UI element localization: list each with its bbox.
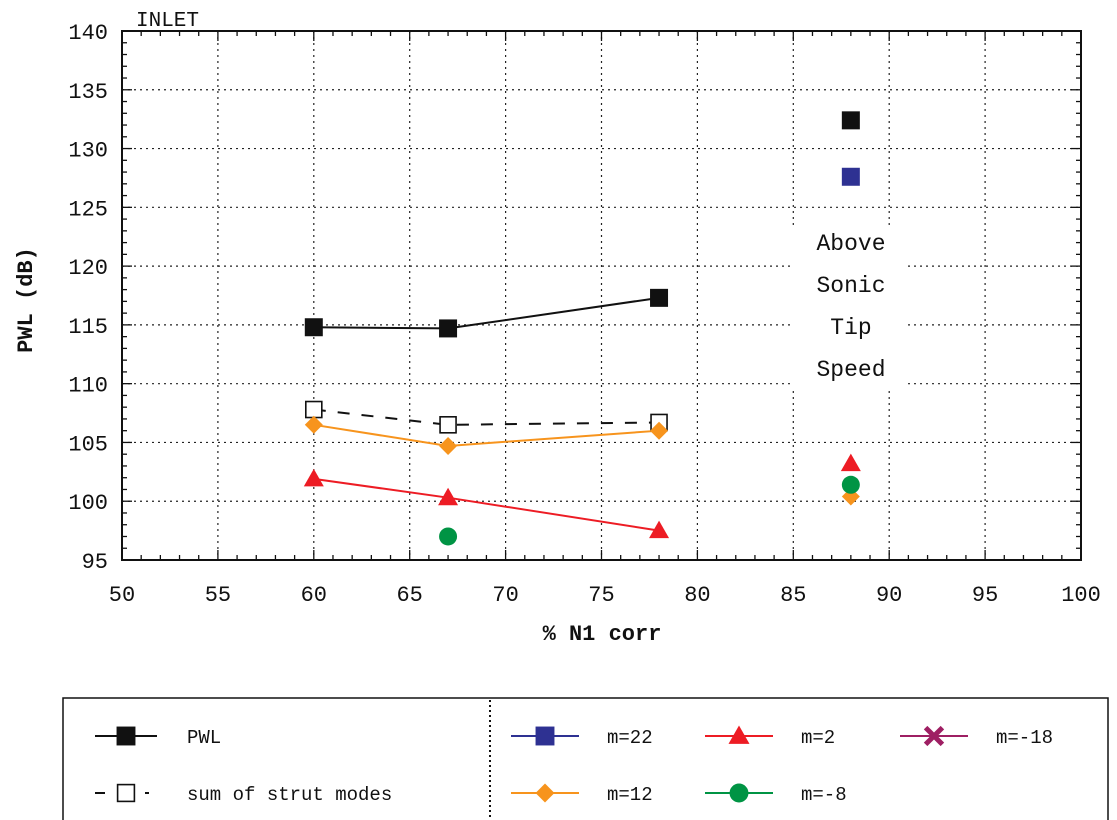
annotation-background [790, 225, 908, 390]
annotation-line: Tip [830, 315, 871, 341]
data-point-m-12 [650, 421, 669, 440]
legend-label: m=22 [607, 727, 653, 749]
plot-frame [121, 30, 1082, 561]
y-tick-label: 95 [82, 550, 108, 575]
data-point-m-2 [649, 520, 670, 539]
x-tick-label: 70 [492, 583, 518, 608]
x-tick-label: 95 [972, 583, 998, 608]
data-point-m-2 [840, 453, 861, 472]
annotation-line: Sonic [816, 273, 885, 299]
legend-item-pwl: PWL [95, 726, 221, 749]
y-tick-label: 110 [68, 374, 108, 399]
data-point-sum-of-strut-modes [439, 416, 457, 434]
legend: PWL sum of strut modes m=22 m=2 m=-18 m=12 m=-… [62, 697, 1109, 820]
sonic-tip-annotation: Above Sonic Tip Speed [790, 225, 908, 390]
data-point-pwl [304, 318, 323, 337]
data-point-pwl [650, 288, 669, 307]
legend-label: m=12 [607, 784, 653, 806]
series-line-m-12 [313, 423, 660, 447]
legend-marker [923, 725, 945, 747]
data-point-m-12 [439, 436, 458, 455]
markers [303, 111, 861, 546]
legend-marker [535, 783, 555, 803]
x-tick-label: 60 [301, 583, 327, 608]
data-point-m-12 [304, 415, 323, 434]
legend-item-m-2: m=2 [705, 725, 835, 749]
y-axis-title: PWL (dB) [14, 247, 39, 353]
annotation-line: Speed [816, 357, 885, 383]
annotation-line: Above [816, 231, 885, 257]
y-tick-label: 100 [68, 491, 108, 516]
y-tick-label: 105 [68, 432, 108, 457]
legend-label: m=2 [801, 727, 835, 749]
y-tick-label: 130 [68, 139, 108, 164]
y-tick-label: 135 [68, 80, 108, 105]
x-tick-label: 85 [780, 583, 806, 608]
legend-marker [116, 783, 136, 803]
series-line-pwl [313, 296, 660, 330]
legend-item-sum-of-strut-modes: sum of strut modes [95, 783, 392, 806]
series-line-sum-of-strut-modes [313, 408, 660, 426]
legend-label: sum of strut modes [187, 784, 392, 806]
data-point-m-2 [438, 487, 459, 506]
data-point-pwl [841, 111, 860, 130]
legend-marker [535, 726, 555, 746]
corner-label: INLET [136, 10, 199, 33]
data-point-sum-of-strut-modes [304, 400, 323, 419]
x-tick-label: 55 [205, 583, 231, 608]
legend-marker [729, 783, 749, 803]
data-point-m-8 [841, 475, 860, 494]
data-point-pwl [439, 319, 458, 338]
x-tick-label: 90 [876, 583, 902, 608]
data-point-m-2 [303, 468, 324, 487]
x-tick-label: 50 [109, 583, 135, 608]
legend-frame [62, 697, 1109, 820]
legend-item-m-8: m=-8 [705, 783, 847, 806]
series-lines [313, 296, 660, 532]
legend-item-m-18: m=-18 [900, 725, 1053, 749]
y-tick-label: 125 [68, 197, 108, 222]
data-point-m-8 [439, 527, 458, 546]
legend-item-m-12: m=12 [511, 783, 653, 806]
legend-label: PWL [187, 727, 221, 749]
x-tick-labels: 50 55 60 65 70 75 80 85 90 95 100 [109, 583, 1101, 608]
legend-item-m-22: m=22 [511, 726, 653, 749]
series-line-m-2 [313, 477, 660, 532]
y-tick-label: 115 [68, 315, 108, 340]
grid [122, 31, 1081, 560]
x-tick-label: 75 [588, 583, 614, 608]
legend-marker [728, 725, 750, 744]
x-axis-title: % N1 corr [543, 622, 662, 647]
y-tick-label: 120 [68, 256, 108, 281]
x-tick-label: 65 [396, 583, 422, 608]
legend-label: m=-18 [996, 727, 1053, 749]
y-tick-labels: 95 100 105 110 115 120 125 130 135 140 [68, 21, 108, 575]
data-point-m-22 [841, 167, 860, 186]
legend-marker [116, 726, 136, 746]
y-tick-label: 140 [68, 21, 108, 46]
x-tick-label: 80 [684, 583, 710, 608]
x-tick-label: 100 [1061, 583, 1101, 608]
legend-label: m=-8 [801, 784, 847, 806]
